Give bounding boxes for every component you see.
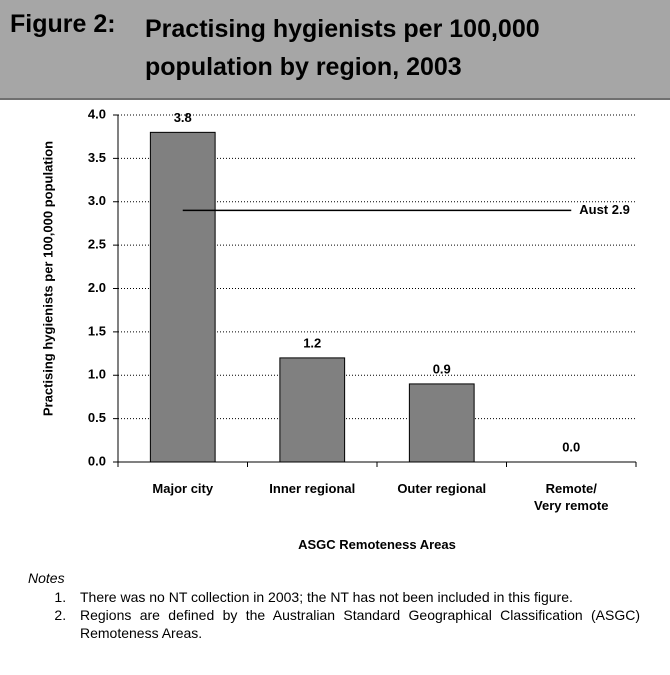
value-label: 0.9 [433, 361, 451, 376]
bar [149, 131, 216, 463]
notes-list: There was no NT collection in 2003; the … [28, 588, 640, 642]
value-label: 3.8 [174, 110, 192, 125]
value-label: 0.0 [562, 439, 580, 454]
reference-label: Aust 2.9 [579, 202, 630, 217]
y-tick-label: 3.5 [88, 150, 106, 165]
x-tick-label: Remote/ Very remote [534, 481, 609, 513]
y-tick-label: 4.0 [88, 106, 106, 121]
y-tick-label: 0.0 [88, 453, 106, 468]
y-tick-label: 2.0 [88, 280, 106, 295]
note-item: Regions are defined by the Australian St… [70, 606, 640, 642]
y-tick-label: 0.5 [88, 410, 106, 425]
y-axis-label: Practising hygienists per 100,000 popula… [40, 140, 56, 417]
bar [408, 383, 475, 463]
y-tick-label: 1.5 [88, 323, 106, 338]
x-tick-label: Major city [152, 481, 214, 496]
y-tick-label: 3.0 [88, 193, 106, 208]
x-tick-label: Outer regional [397, 481, 487, 496]
value-label: 1.2 [303, 335, 321, 350]
x-axis-label: ASGC Remoteness Areas [298, 537, 456, 552]
header: Figure 2: Practising hygienists per 100,… [0, 0, 670, 100]
y-tick-label: 1.0 [88, 367, 106, 382]
note-item: There was no NT collection in 2003; the … [70, 588, 640, 606]
notes-heading: Notes [28, 570, 65, 586]
bar [279, 357, 346, 463]
notes: Notes There was no NT collection in 2003… [28, 570, 640, 642]
y-tick-label: 2.5 [88, 237, 106, 252]
chart-title: Practising hygienists per 100,000 popula… [145, 15, 540, 81]
figure-label: Figure 2: [10, 10, 116, 38]
x-tick-label: Inner regional [269, 481, 356, 496]
